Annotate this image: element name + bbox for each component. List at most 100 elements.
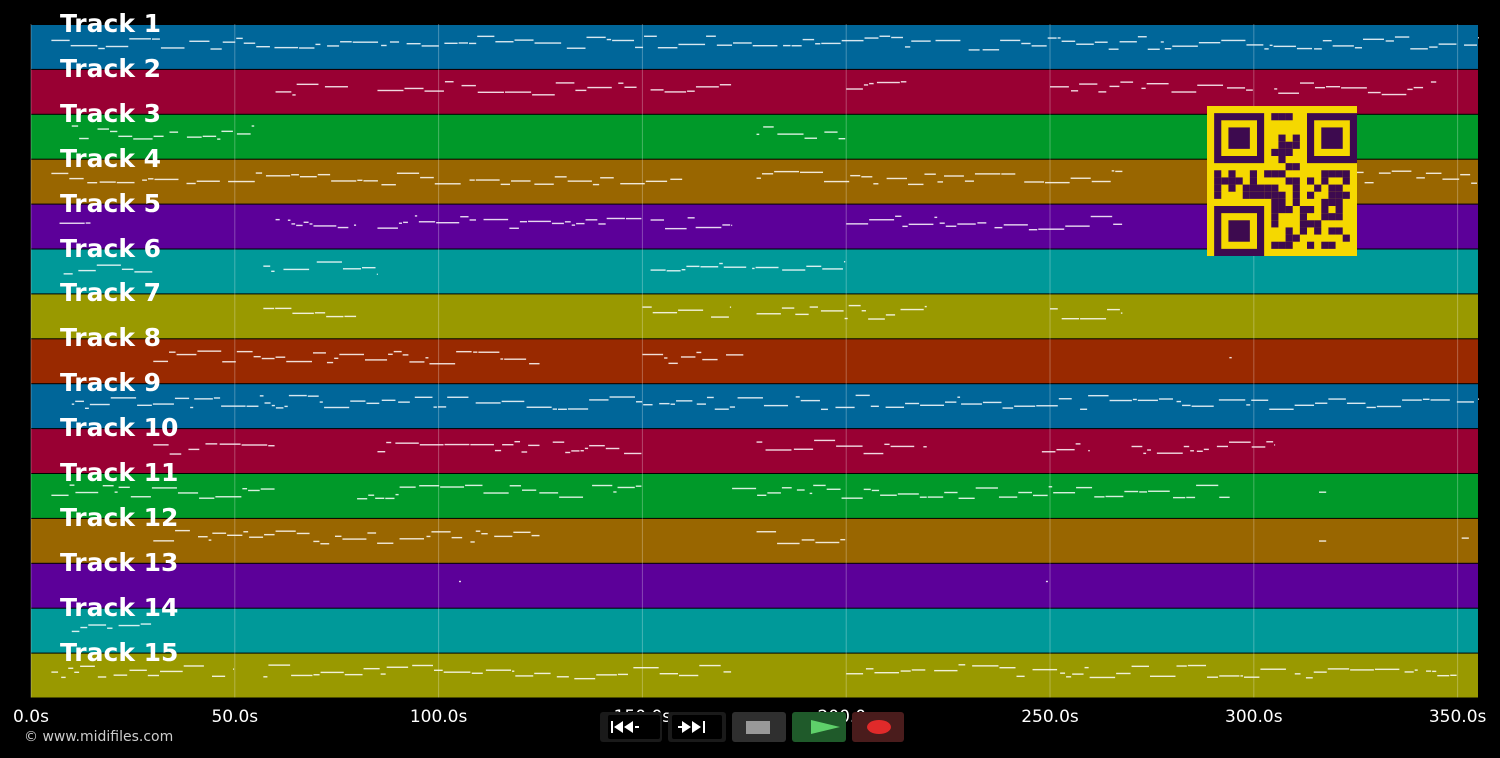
midi-note — [287, 219, 291, 221]
midi-note — [160, 47, 185, 49]
midi-note — [624, 86, 637, 88]
midi-note — [494, 535, 513, 538]
midi-note — [399, 486, 416, 488]
midi-note — [129, 669, 147, 672]
midi-note — [763, 126, 774, 128]
midi-note — [580, 450, 584, 452]
midi-note — [1176, 665, 1187, 667]
midi-note — [1147, 449, 1151, 451]
midi-note — [761, 173, 774, 175]
midi-note — [732, 487, 757, 490]
midi-note — [88, 624, 107, 626]
midi-note — [434, 183, 461, 185]
midi-note — [531, 534, 540, 537]
midi-note — [477, 91, 504, 94]
midi-note — [481, 533, 488, 535]
record-button[interactable] — [852, 712, 904, 742]
midi-note — [800, 171, 824, 174]
midi-note — [905, 402, 920, 405]
midi-note — [377, 451, 386, 453]
midi-note — [511, 180, 531, 182]
midi-note — [1056, 448, 1075, 451]
midi-note — [398, 222, 402, 224]
track-lane — [31, 339, 1478, 384]
stop-button[interactable] — [732, 712, 786, 742]
midi-note — [659, 672, 679, 675]
midi-note — [402, 354, 409, 356]
midi-note — [105, 45, 129, 48]
midi-note — [189, 40, 210, 42]
midi-note — [326, 361, 334, 364]
play-button[interactable] — [792, 712, 846, 742]
midi-note — [731, 224, 733, 227]
midi-note — [385, 497, 395, 500]
fast-forward-button[interactable] — [668, 712, 726, 742]
midi-note — [1432, 670, 1437, 673]
midi-note — [1050, 86, 1069, 88]
midi-note — [1088, 449, 1090, 452]
midi-note — [1070, 177, 1091, 179]
midi-note — [1442, 178, 1460, 180]
midi-note — [74, 671, 80, 674]
midi-note — [1363, 38, 1384, 41]
midi-note — [386, 441, 392, 444]
midi-note — [1143, 452, 1147, 455]
midi-note — [613, 491, 617, 493]
rewind-button[interactable] — [600, 712, 662, 742]
midi-note — [1346, 402, 1366, 405]
midi-note — [97, 128, 110, 130]
midi-note — [519, 220, 528, 223]
midi-note — [475, 530, 481, 532]
midi-note — [436, 222, 460, 224]
track-label: Track 9 — [60, 368, 162, 398]
track-lane — [31, 474, 1478, 518]
midi-note — [657, 47, 678, 49]
midi-note — [1422, 398, 1430, 401]
midi-note — [911, 669, 926, 671]
midi-note — [1187, 664, 1207, 667]
midi-note — [89, 403, 110, 406]
time-tick-label: 250.0s — [1021, 707, 1079, 727]
midi-note — [1207, 676, 1218, 678]
midi-note — [873, 183, 879, 185]
fast-forward-icon — [678, 721, 705, 733]
midi-note — [729, 406, 736, 408]
midi-note — [695, 226, 722, 229]
midi-note — [957, 396, 961, 398]
midi-note — [1176, 400, 1182, 403]
midi-note — [974, 173, 1001, 175]
midi-note — [255, 172, 263, 174]
midi-note — [927, 496, 944, 498]
midi-note — [153, 540, 175, 542]
midi-note — [501, 400, 525, 403]
midi-note — [1216, 445, 1229, 448]
midi-note — [51, 494, 69, 497]
midi-note — [534, 42, 562, 44]
midi-note — [483, 218, 509, 221]
midi-note — [260, 488, 275, 490]
midi-note — [846, 88, 863, 90]
midi-note — [504, 91, 532, 93]
track-label: Track 10 — [60, 413, 179, 443]
midi-note — [504, 358, 527, 360]
midi-note — [470, 541, 475, 543]
midi-note — [876, 81, 900, 84]
midi-note — [714, 408, 729, 410]
midi-note — [666, 270, 681, 272]
midi-note — [1198, 41, 1221, 44]
midi-note — [821, 42, 841, 45]
midi-note — [153, 360, 169, 363]
midi-note — [199, 497, 215, 499]
midi-note — [702, 358, 718, 361]
midi-note — [357, 498, 368, 500]
midi-note — [324, 86, 348, 88]
midi-note — [1061, 318, 1080, 320]
midi-note — [699, 664, 721, 667]
midi-note — [215, 496, 242, 498]
track-label: Track 1 — [60, 9, 162, 38]
midi-note — [1438, 43, 1457, 45]
midi-note — [1229, 441, 1251, 443]
midi-note — [1088, 394, 1109, 397]
midi-note — [635, 401, 643, 403]
